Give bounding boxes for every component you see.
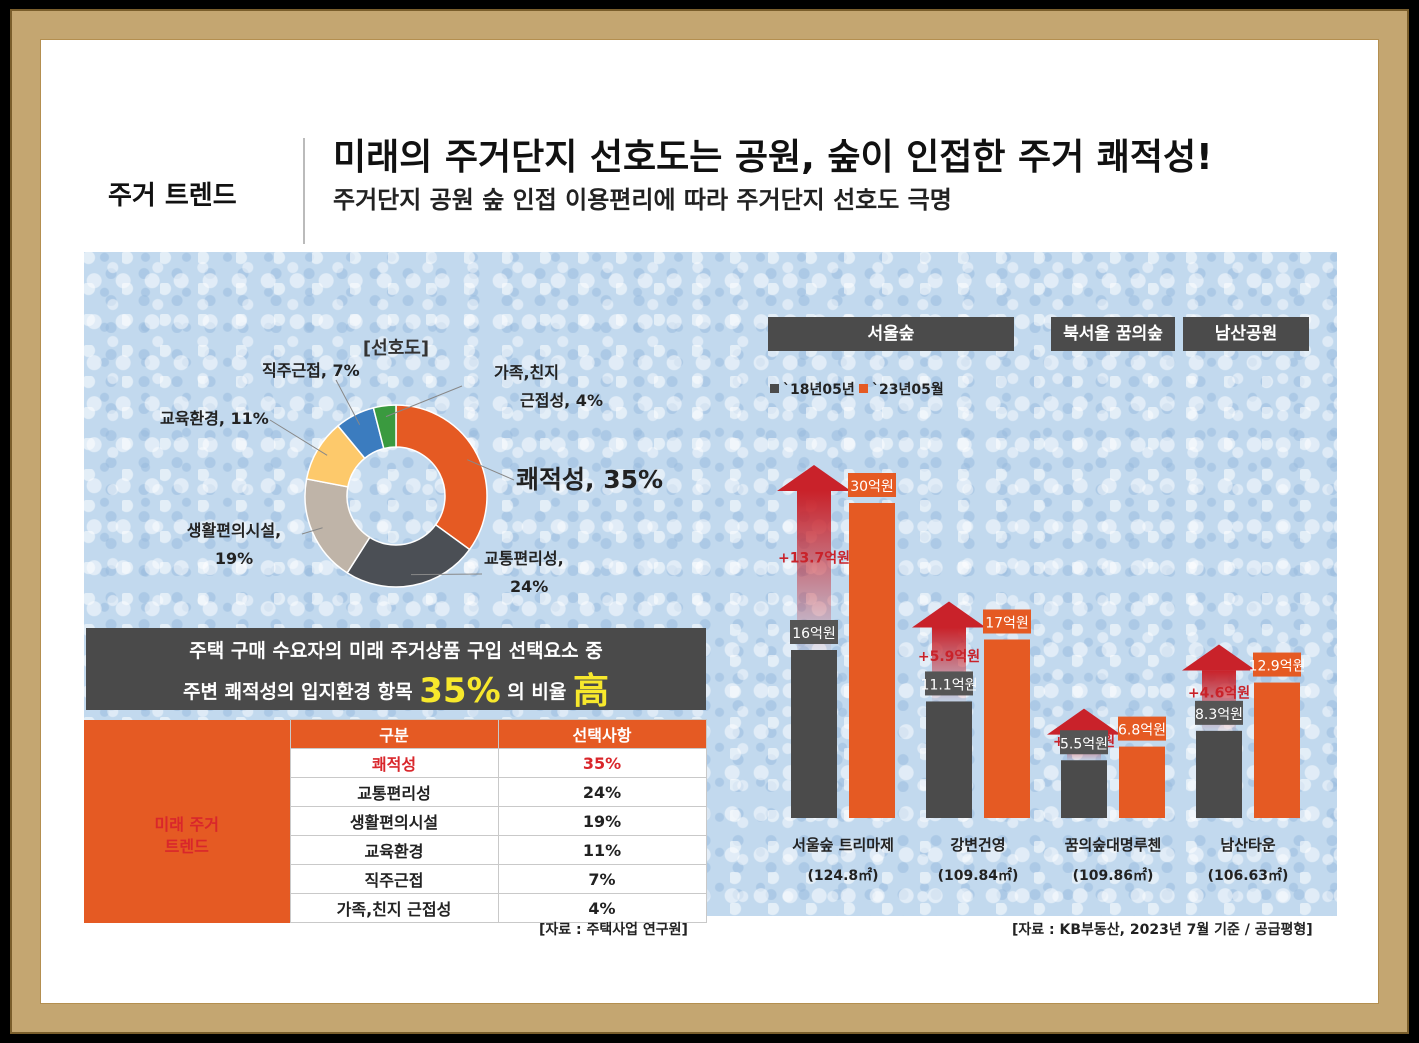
bar-2018-0	[791, 650, 837, 818]
leader-line-3	[269, 419, 328, 456]
callout-line2: 주변 쾌적성의 입지환경 항목 35% 의 비율 高	[86, 662, 706, 714]
category-area-3: (106.63㎡)	[1208, 867, 1289, 884]
title-divider	[303, 138, 305, 244]
bar-2023-3	[1254, 682, 1300, 818]
category-label-2: 꿈의숲대명루첸	[1065, 836, 1162, 854]
donut-label-1: 교통편리성,	[484, 549, 564, 568]
donut-label-2: 생활편의시설,	[187, 521, 281, 540]
table-cell-value: 7%	[497, 864, 707, 894]
increase-arrow-shaft-1	[932, 627, 966, 702]
table-row: 생활편의시설 19%	[84, 806, 707, 836]
callout-high: 高	[572, 671, 609, 712]
leader-line-1	[410, 573, 483, 576]
table-cell-value: 19%	[497, 806, 707, 836]
category-area-0: (124.8㎡)	[807, 867, 878, 884]
increase-arrow-shaft-2	[1067, 734, 1101, 761]
table-row-head: 미래 주거 트렌드	[84, 748, 290, 923]
donut-slice-5	[372, 404, 397, 450]
value-label-2023-2: 6.8억원	[1118, 723, 1166, 739]
preference-table: 구분 선택사항 미래 주거 트렌드 쾌적성 35% 교통편리성	[84, 719, 707, 923]
donut-label-4: 직주근접, 7%	[262, 361, 360, 380]
increase-arrow-head-2	[1047, 708, 1121, 735]
category-area-1: (109.84㎡)	[938, 867, 1019, 884]
bar-2023-1	[984, 639, 1030, 818]
section-label: 주거 트렌드	[108, 181, 237, 211]
callout-line2-mid: 의 비율	[507, 681, 567, 703]
table-cell-category: 쾌적성	[289, 748, 499, 778]
page-subtitle: 주거단지 공원 숲 인접 이용편리에 따라 주거단지 선호도 극명	[333, 186, 952, 214]
table-row: 교육환경 11%	[84, 835, 707, 865]
table-cell-category: 생활편의시설	[289, 806, 499, 836]
donut-slice-1	[346, 523, 471, 588]
region-header-namsan: 남산공원	[1183, 317, 1309, 351]
content-panel: [선호도] 쾌적성, 35% 교통편리성, 24% 생활편의시설, 19% 교육환경, 11…	[84, 252, 1337, 938]
page-title: 미래의 주거단지 선호도는 공원, 숲이 인접한 주거 쾌적성!	[333, 137, 1213, 178]
donut-label-2-line2: 19%	[215, 549, 253, 568]
donut-title: [선호도]	[363, 338, 429, 359]
table-cell-value: 11%	[497, 835, 707, 865]
slide: 주거 트렌드 미래의 주거단지 선호도는 공원, 숲이 인접한 주거 쾌적성! …	[40, 39, 1379, 1004]
source-note-left: [자료 : 주택사업 연구원]	[539, 922, 688, 938]
table-corner	[84, 719, 290, 749]
table-cell-value: 4%	[497, 893, 707, 923]
table-header-value: 선택사항	[497, 719, 707, 749]
table-row: 가족,친지 근접성 4%	[84, 893, 707, 923]
value-label-2018-2: 5.5억원	[1060, 736, 1108, 752]
value-box-2018-3	[1195, 700, 1243, 725]
table-header-row: 구분 선택사항	[84, 719, 707, 749]
value-box-2018-1	[925, 671, 973, 696]
row-head-line2: 트렌드	[164, 836, 209, 856]
leader-line-2	[301, 527, 323, 535]
increase-arrow-shaft-3	[1202, 670, 1236, 731]
leader-line-5	[385, 385, 463, 418]
value-box-2023-3	[1253, 652, 1301, 677]
callout-pct: 35%	[419, 671, 501, 711]
leader-line-0	[467, 459, 515, 481]
donut-chart: [선호도] 쾌적성, 35% 교통편리성, 24% 생활편의시설, 19% 교육환경, 11…	[160, 338, 663, 596]
value-label-2018-3: 8.3억원	[1195, 707, 1243, 723]
bar-2018-3	[1196, 730, 1242, 818]
increase-label-3: +4.6억원	[1188, 686, 1250, 702]
table-cell-category: 교육환경	[289, 835, 499, 865]
value-box-2018-2	[1060, 730, 1108, 755]
region-header-dreamforest: 북서울 꿈의숲	[1051, 317, 1175, 351]
callout-line2-pre: 주변 쾌적성의 입지환경 항목	[183, 681, 413, 703]
donut-label-5: 가족,친지	[494, 363, 559, 382]
picture-frame: 주거 트렌드 미래의 주거단지 선호도는 공원, 숲이 인접한 주거 쾌적성! …	[10, 9, 1409, 1034]
region-header-seoulforest: 서울숲	[768, 317, 1014, 351]
table-cell-value: 35%	[497, 748, 707, 778]
source-note-right: [자료 : KB부동산, 2023년 7월 기준 / 공급평형]	[1012, 922, 1313, 938]
leader-line-4	[335, 379, 361, 425]
donut-label-3: 교육환경, 11%	[160, 409, 269, 428]
category-area-2: (109.86㎡)	[1073, 867, 1154, 884]
category-label-3: 남산타운	[1220, 836, 1275, 854]
table-cell-category: 가족,친지 근접성	[289, 893, 499, 923]
category-label-1: 강변건영	[950, 836, 1005, 854]
callout-line1: 주택 구매 수요자의 미래 주거상품 구입 선택요소 중	[189, 640, 603, 662]
value-label-2023-3: 12.9억원	[1249, 659, 1306, 675]
table-row: 직주근접 7%	[84, 864, 707, 894]
table-cell-category: 직주근접	[289, 864, 499, 894]
row-head-line1: 미래 주거	[154, 814, 219, 834]
donut-label-1-line2: 24%	[510, 577, 548, 596]
bar-2018-2	[1061, 760, 1107, 818]
bar-2023-2	[1119, 746, 1165, 818]
table-header-category: 구분	[289, 719, 499, 749]
donut-label-5-line2: 근접성, 4%	[520, 391, 603, 410]
increase-label-2: +1.3억원	[1053, 734, 1115, 750]
increase-arrow-head-3	[1182, 644, 1256, 671]
callout-box: 주택 구매 수요자의 미래 주거상품 구입 선택요소 중 주변 쾌적성의 입지환…	[86, 628, 706, 712]
table-row: 미래 주거 트렌드 쾌적성 35%	[84, 748, 707, 923]
bar-2018-1	[926, 701, 972, 818]
donut-label-0: 쾌적성, 35%	[516, 465, 663, 494]
category-label-0: 서울숲 트리마제	[792, 836, 894, 854]
table-cell-value: 24%	[497, 777, 707, 807]
value-box-2023-2	[1118, 716, 1166, 741]
donut-slice-0	[395, 404, 488, 551]
table-row: 교통편리성 24%	[84, 777, 707, 807]
increase-label-1: +5.9억원	[918, 649, 980, 665]
value-label-2018-1: 11.1억원	[921, 677, 978, 693]
table-cell-category: 교통편리성	[289, 777, 499, 807]
